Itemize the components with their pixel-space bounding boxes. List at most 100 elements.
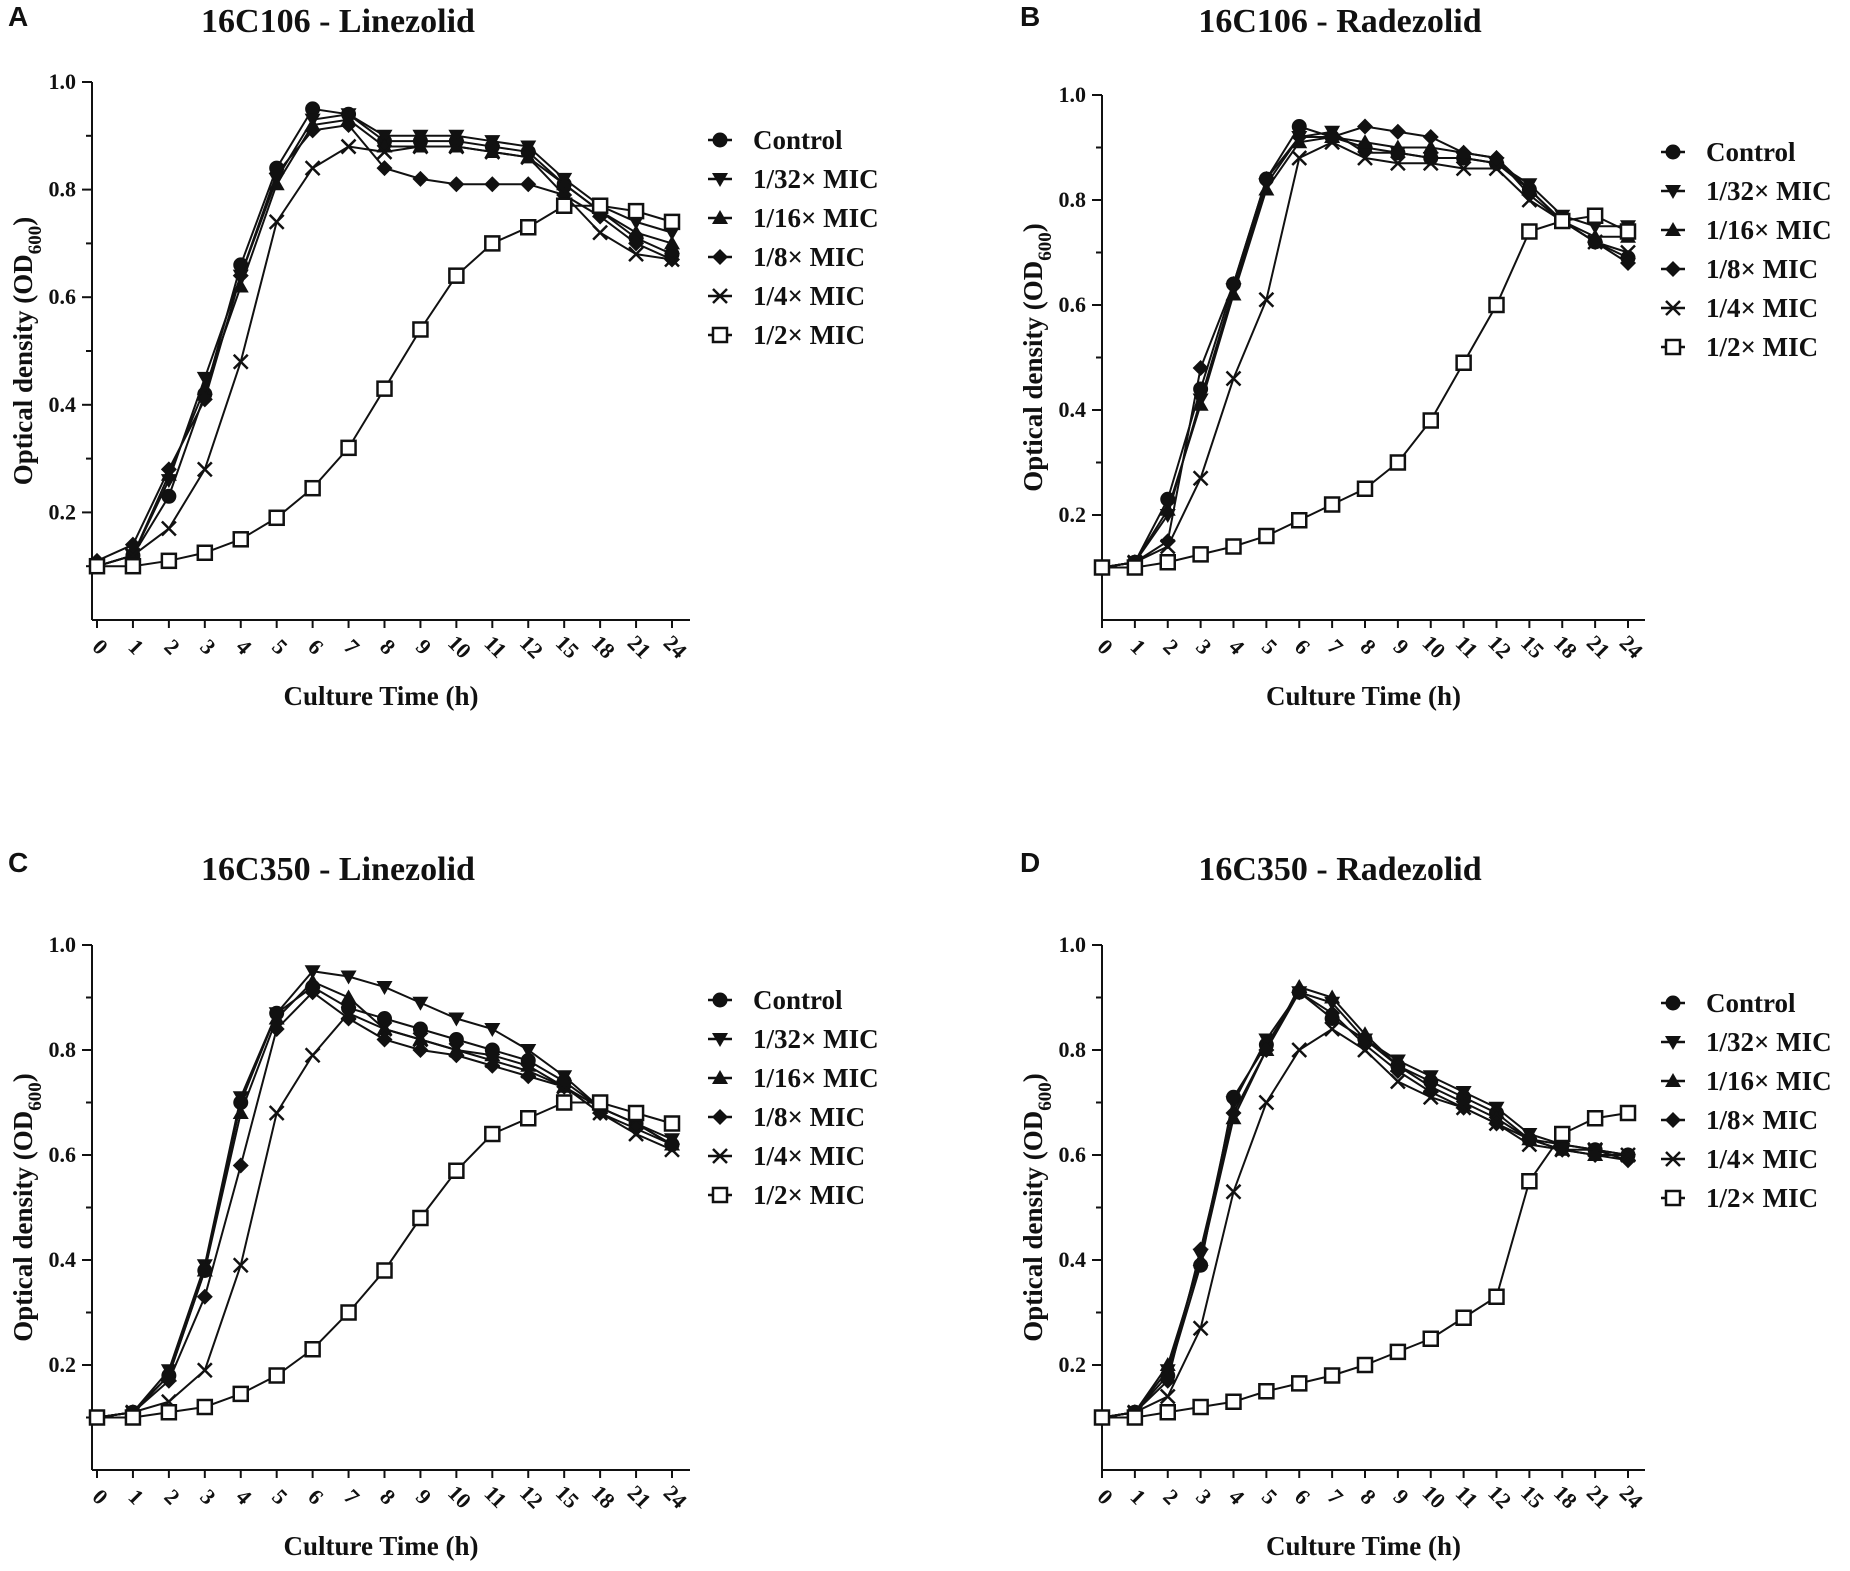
chart-title: 16C106 - Radezolid xyxy=(1198,3,1481,40)
y-tick-label: 0.4 xyxy=(1059,1247,1087,1272)
data-point xyxy=(196,544,214,561)
data-point xyxy=(484,1023,501,1037)
x-tick-label: 4 xyxy=(1224,634,1249,659)
data-point xyxy=(232,267,249,284)
series-line xyxy=(1101,130,1628,569)
x-tick-label: 9 xyxy=(411,634,436,659)
x-tick-label: 2 xyxy=(159,1484,184,1509)
legend-marker xyxy=(712,249,728,265)
data-point xyxy=(448,129,465,144)
data-point xyxy=(376,160,393,177)
data-point xyxy=(484,1052,501,1069)
x-tick-label: 21 xyxy=(623,1480,656,1513)
legend-label: 1/32× MIC xyxy=(753,164,879,194)
series-line xyxy=(1101,990,1629,1419)
y-tick-label: 0.8 xyxy=(1059,1037,1087,1062)
y-tick-label: 1.0 xyxy=(49,69,77,94)
x-tick-label: 0 xyxy=(88,1484,113,1509)
series-line xyxy=(96,107,673,568)
y-axis-label-main: Optical density (OD xyxy=(8,1111,38,1342)
y-tick-label: 0.6 xyxy=(1059,1142,1087,1167)
data-point xyxy=(1389,1063,1406,1079)
legend-label: 1/2× MIC xyxy=(1706,1183,1818,1213)
x-tick-label: 0 xyxy=(1093,634,1118,659)
data-point xyxy=(1422,1330,1439,1347)
legend-label: 1/32× MIC xyxy=(753,1024,879,1054)
x-tick-label: 12 xyxy=(515,630,548,663)
legend-marker xyxy=(1664,338,1682,356)
data-point xyxy=(1521,1173,1538,1190)
legend-marker xyxy=(1665,1112,1681,1128)
data-point xyxy=(592,224,609,241)
data-point xyxy=(1422,412,1439,429)
x-tick-label: 10 xyxy=(443,1480,476,1513)
y-tick-label: 0.6 xyxy=(1059,292,1087,317)
data-point xyxy=(556,1070,573,1085)
y-tick-label: 0.4 xyxy=(49,1247,77,1272)
data-point xyxy=(124,1409,142,1426)
data-point xyxy=(412,1042,429,1058)
y-axis-label-subscript: 600 xyxy=(1035,232,1056,261)
series-line xyxy=(96,113,673,568)
series-3 xyxy=(1094,118,1636,576)
data-point xyxy=(196,1362,213,1379)
legend-marker xyxy=(1665,1036,1681,1050)
x-tick-label: 21 xyxy=(623,630,656,663)
x-tick-label: 18 xyxy=(587,1480,620,1513)
data-point xyxy=(484,176,501,193)
legend: Control 1/32× MIC 1/16× MIC 1/8× MIC 1/4× MI… xyxy=(708,985,879,1210)
x-axis-label: Culture Time (h) xyxy=(1266,1531,1461,1561)
legend-marker xyxy=(712,992,728,1008)
x-tick-label: 4 xyxy=(1224,1484,1249,1509)
data-point xyxy=(376,144,393,160)
legend-label: 1/2× MIC xyxy=(753,320,865,350)
y-axis-label: Optical density (OD600) xyxy=(1018,223,1056,492)
x-tick-label: 9 xyxy=(411,1484,436,1509)
data-point xyxy=(304,122,321,139)
data-point xyxy=(484,1125,501,1143)
chart-title: 16C350 - Linezolid xyxy=(201,851,475,888)
data-point xyxy=(1389,123,1406,140)
legend-label: 1/32× MIC xyxy=(1706,176,1832,206)
data-point xyxy=(1422,139,1439,154)
series-line xyxy=(96,145,673,568)
series-3 xyxy=(89,984,680,1426)
data-point xyxy=(1586,1110,1604,1127)
data-point xyxy=(304,984,321,1001)
data-point xyxy=(628,215,645,230)
y-axis-label-subscript: 600 xyxy=(25,226,46,255)
x-tick-label: 2 xyxy=(1158,634,1183,659)
y-axis-label-close: ) xyxy=(8,217,38,226)
data-point xyxy=(88,1409,106,1426)
data-point xyxy=(1225,370,1242,387)
data-point xyxy=(1324,134,1341,151)
data-point xyxy=(484,144,501,160)
data-point xyxy=(520,149,537,166)
data-point xyxy=(1389,1073,1406,1090)
data-point xyxy=(1488,150,1505,166)
data-point xyxy=(1192,470,1209,487)
data-point xyxy=(1225,286,1242,301)
data-point xyxy=(412,321,429,338)
legend-label: 1/4× MIC xyxy=(753,1141,865,1171)
series-5 xyxy=(88,197,681,575)
data-point xyxy=(1258,171,1275,187)
data-point xyxy=(232,1105,249,1119)
series-4 xyxy=(89,1005,680,1426)
series-line xyxy=(1102,214,1629,569)
legend: Control 1/32× MIC 1/16× MIC 1/8× MIC 1/4× MI… xyxy=(1661,137,1832,362)
series-line xyxy=(1101,990,1629,1419)
y-axis-label-close: ) xyxy=(8,1073,38,1082)
legend-marker xyxy=(1665,222,1681,236)
data-point xyxy=(1159,554,1176,571)
x-tick-label: 3 xyxy=(1191,634,1216,659)
data-point xyxy=(1619,223,1637,240)
data-point xyxy=(448,1162,465,1179)
x-tick-label: 21 xyxy=(1582,630,1615,663)
panel-letter: D xyxy=(1020,847,1040,878)
legend-label: Control xyxy=(1706,137,1796,167)
series-line xyxy=(1101,991,1629,1419)
data-point xyxy=(340,439,357,457)
data-point xyxy=(1291,150,1308,166)
legend-marker xyxy=(1665,1151,1681,1167)
